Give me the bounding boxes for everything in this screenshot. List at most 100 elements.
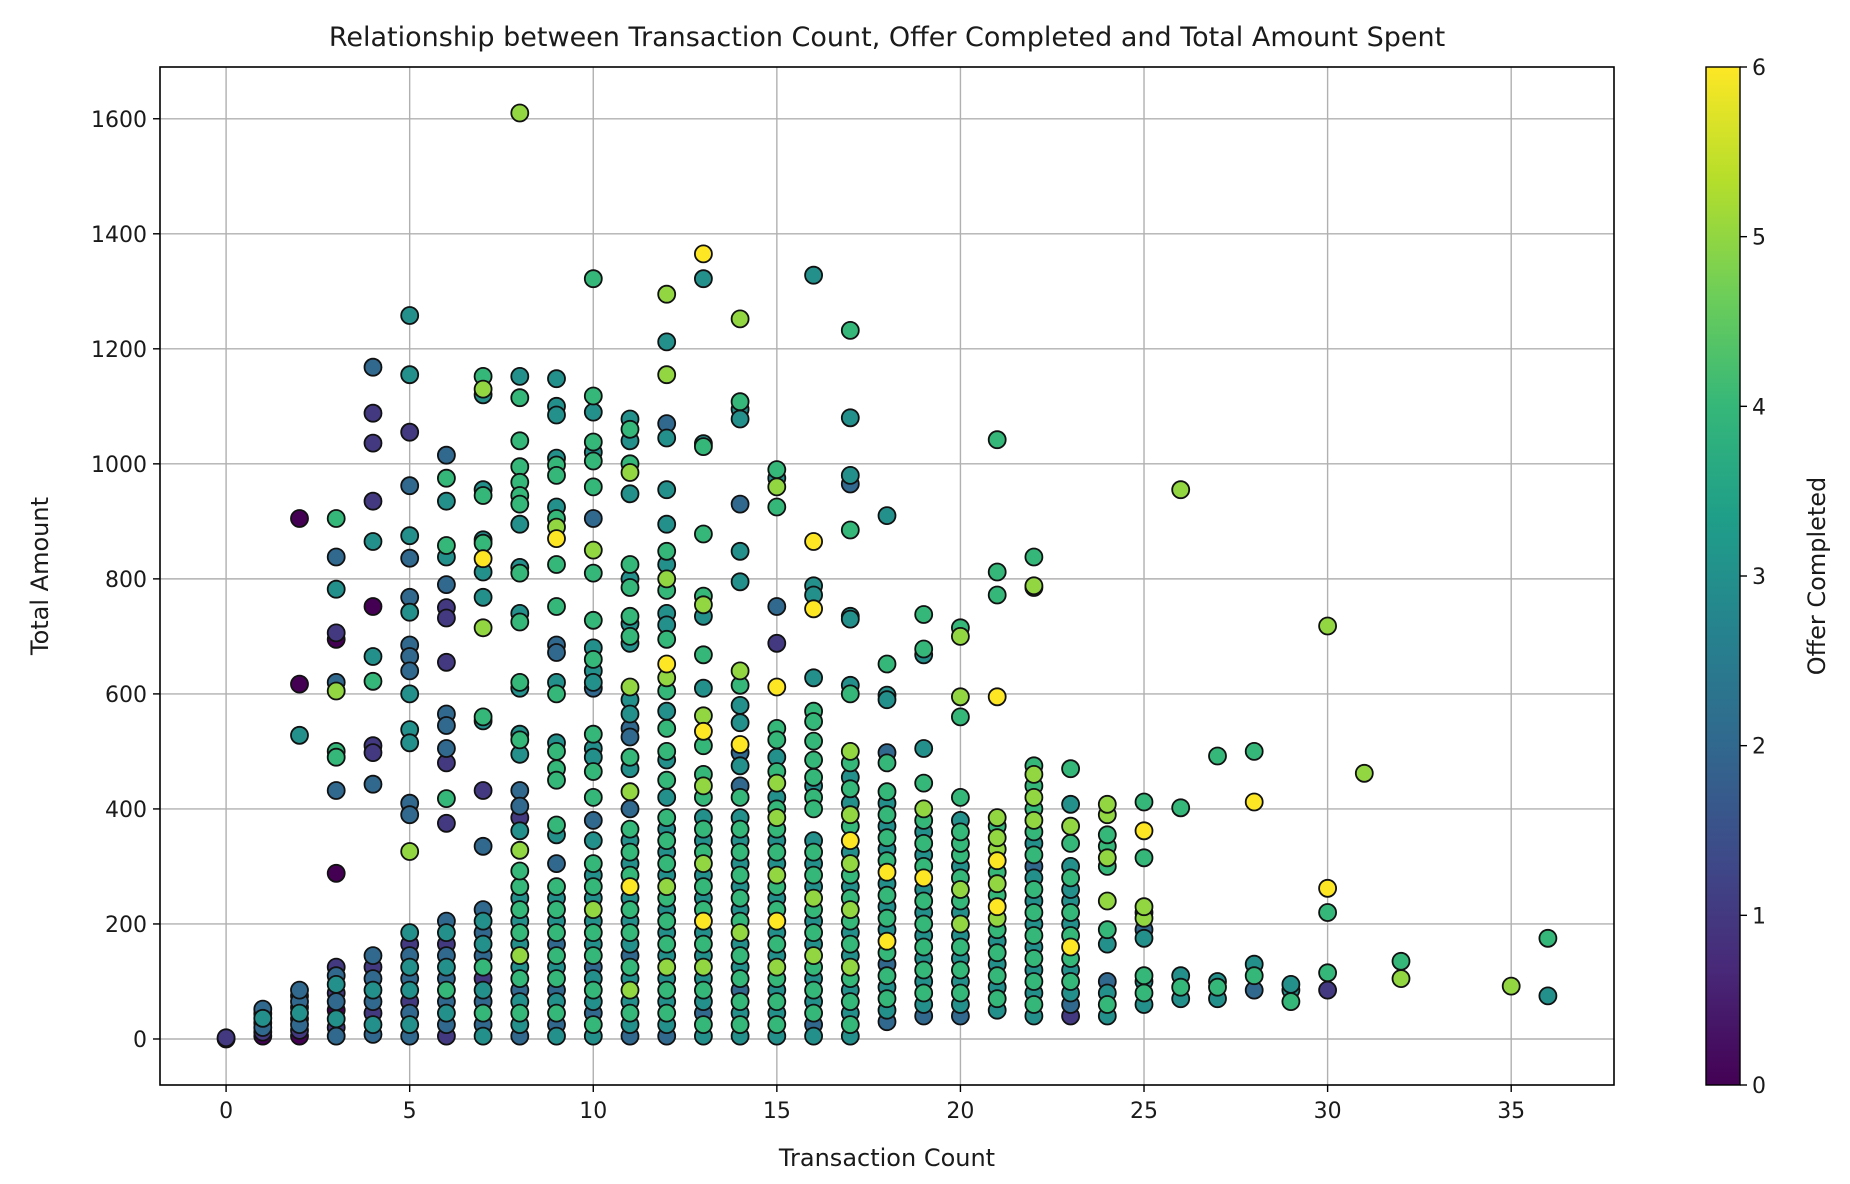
data-point [694, 678, 713, 698]
data-point [510, 730, 530, 750]
data-point [657, 428, 677, 448]
data-point [583, 946, 603, 965]
data-point [767, 497, 787, 517]
data-point [547, 1003, 566, 1023]
data-point [510, 563, 530, 583]
data-point [363, 357, 383, 377]
data-point [363, 597, 383, 616]
data-point [657, 770, 677, 790]
data-point [547, 923, 566, 942]
data-point [290, 1003, 309, 1023]
data-point [730, 392, 750, 412]
data-point [1318, 963, 1337, 983]
data-point [1171, 480, 1191, 500]
data-point [987, 687, 1007, 707]
data-point [1024, 547, 1044, 567]
data-point [804, 1003, 823, 1023]
data-point [730, 494, 750, 514]
data-point [547, 1026, 566, 1046]
data-point [363, 647, 383, 666]
data-point [1318, 878, 1337, 898]
data-point [987, 808, 1007, 827]
data-point [1097, 794, 1117, 814]
data-point [436, 739, 456, 758]
data-point [657, 934, 677, 954]
data-point [1244, 792, 1264, 812]
data-point [583, 432, 603, 452]
data-point [510, 781, 530, 800]
data-point [730, 888, 750, 908]
data-point [473, 707, 493, 727]
data-point [694, 980, 713, 1000]
data-point [877, 506, 897, 525]
data-point [620, 980, 640, 1000]
data-point [583, 269, 603, 289]
data-point [473, 911, 493, 931]
data-point [1391, 969, 1411, 988]
data-point [804, 750, 823, 770]
data-point [1061, 972, 1080, 991]
data-point [1244, 966, 1264, 986]
data-point [363, 671, 383, 691]
data-point [1024, 811, 1044, 830]
data-point [1097, 825, 1117, 845]
colorbar-tick-label: 4 [1752, 395, 1766, 420]
data-point [363, 980, 383, 1000]
data-point [510, 103, 530, 123]
data-point [583, 831, 603, 850]
data-point [1134, 821, 1154, 841]
data-point [400, 526, 420, 546]
data-point [840, 1015, 860, 1034]
data-point [1318, 903, 1337, 922]
data-point [877, 931, 897, 951]
data-point [547, 770, 566, 790]
data-point [877, 782, 897, 802]
data-point [730, 865, 750, 885]
y-tick-label: 200 [105, 913, 147, 938]
data-point [583, 811, 603, 830]
data-point [1024, 972, 1044, 991]
data-point [400, 548, 420, 568]
data-point [510, 388, 530, 408]
data-point [877, 908, 897, 928]
data-point [363, 774, 383, 794]
data-point [1171, 798, 1191, 818]
data-point [1501, 976, 1521, 996]
x-tick-label: 10 [579, 1099, 607, 1124]
data-point [914, 605, 934, 624]
data-point [1134, 848, 1154, 868]
data-point [473, 1026, 493, 1046]
data-point [510, 861, 530, 881]
colorbar-tick-label: 2 [1752, 735, 1766, 760]
data-point [877, 654, 897, 674]
data-point [840, 831, 860, 850]
data-point [767, 842, 787, 862]
data-point [657, 854, 677, 873]
data-point [400, 842, 420, 861]
data-point [547, 465, 566, 485]
data-point [400, 684, 420, 704]
y-tick-label: 1000 [91, 453, 147, 478]
data-point [510, 923, 530, 942]
data-point [804, 265, 823, 285]
data-point [473, 486, 493, 505]
data-point [914, 868, 934, 888]
data-point [620, 782, 640, 802]
data-point [400, 365, 420, 385]
data-point [914, 773, 934, 793]
data-point [326, 747, 346, 767]
data-point [694, 706, 713, 726]
data-point [1024, 576, 1044, 596]
data-point [657, 332, 677, 352]
data-point [473, 957, 493, 977]
data-point [804, 923, 823, 942]
data-point [694, 957, 713, 977]
y-tick-label: 400 [105, 798, 147, 823]
data-point [510, 612, 530, 632]
data-point [657, 831, 677, 850]
data-point [620, 627, 640, 646]
data-point [547, 854, 566, 873]
data-point [400, 661, 420, 681]
data-point [951, 983, 970, 1003]
data-point [804, 980, 823, 1000]
